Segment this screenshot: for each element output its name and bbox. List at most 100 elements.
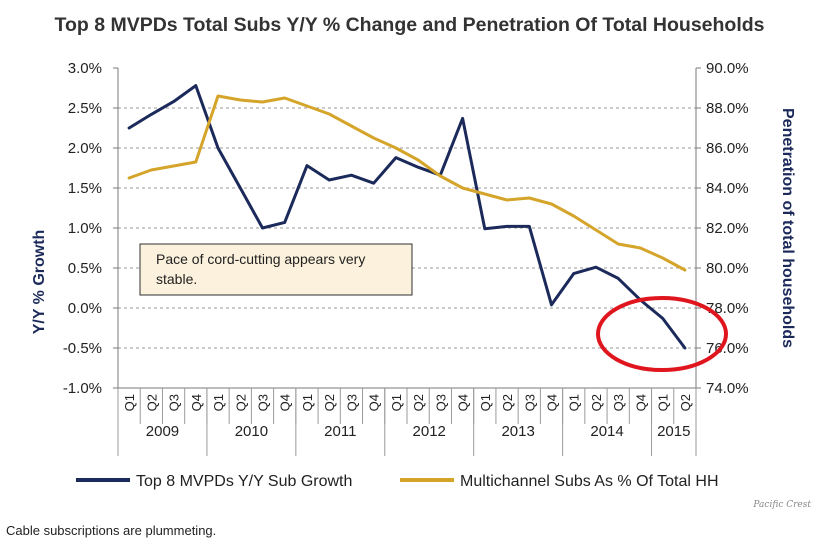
data-point-penetration xyxy=(328,112,331,116)
quarter-tick-label: Q3 xyxy=(256,394,271,411)
data-point-subs-growth xyxy=(572,272,575,275)
data-point-subs-growth xyxy=(372,182,375,185)
data-point-subs-growth xyxy=(394,156,398,159)
data-point-penetration xyxy=(283,96,286,100)
data-point-penetration xyxy=(639,246,642,250)
series xyxy=(127,84,687,350)
quarter-tick-label: Q4 xyxy=(456,394,471,411)
highlight-circle xyxy=(596,296,728,372)
data-point-subs-growth xyxy=(505,225,509,228)
data-point-subs-growth xyxy=(216,146,220,150)
right-tick-label: 80.0% xyxy=(706,260,749,277)
legend-label-subs-growth: Top 8 MVPDs Y/Y Sub Growth xyxy=(136,473,352,490)
data-point-penetration xyxy=(261,100,264,104)
quarter-tick-label: Q4 xyxy=(545,394,560,411)
left-tick-label: -0.5% xyxy=(63,340,102,357)
year-label: 2012 xyxy=(413,423,446,440)
caption: Cable subscriptions are plummeting. xyxy=(6,523,217,538)
quarter-tick-label: Q4 xyxy=(633,394,648,411)
data-point-subs-growth xyxy=(283,221,286,224)
data-point-penetration xyxy=(617,242,620,246)
data-point-penetration xyxy=(572,214,575,218)
quarter-tick-label: Q1 xyxy=(389,394,404,411)
y-axis-label-left: Y/Y % Growth xyxy=(31,230,48,335)
data-point-penetration xyxy=(483,192,486,196)
data-point-subs-growth xyxy=(194,84,197,87)
data-point-penetration xyxy=(416,158,420,162)
left-tick-label: 1.0% xyxy=(68,220,102,237)
data-point-penetration xyxy=(683,268,687,272)
quarter-tick-label: Q1 xyxy=(567,394,582,411)
data-point-subs-growth xyxy=(150,113,153,116)
quarter-tick-label: Q1 xyxy=(211,394,226,411)
quarter-tick-label: Q1 xyxy=(122,394,137,411)
left-tick-label: 0.0% xyxy=(68,300,102,317)
quarter-tick-label: Q2 xyxy=(233,394,248,411)
data-point-subs-growth xyxy=(617,277,620,280)
source-note: Pacific Crest xyxy=(753,500,811,510)
quarter-tick-label: Q2 xyxy=(322,394,337,411)
legend-label-penetration: Multichannel Subs As % Of Total HH xyxy=(460,473,719,490)
data-point-penetration xyxy=(394,146,398,150)
data-point-penetration xyxy=(461,186,464,190)
data-point-penetration xyxy=(550,202,553,206)
series-line-penetration xyxy=(127,94,687,272)
data-point-penetration xyxy=(194,160,197,164)
data-point-subs-growth xyxy=(594,266,598,269)
year-label: 2014 xyxy=(590,423,623,440)
data-point-subs-growth xyxy=(483,227,486,230)
left-tick-label: 2.0% xyxy=(68,140,102,157)
year-label: 2009 xyxy=(146,423,179,440)
data-point-subs-growth xyxy=(261,226,264,230)
right-tick-label: 74.0% xyxy=(706,380,749,397)
data-point-penetration xyxy=(439,174,442,178)
data-point-subs-growth xyxy=(172,100,175,103)
right-tick-label: 88.0% xyxy=(706,100,749,117)
data-point-subs-growth xyxy=(127,126,131,130)
chart-title: Top 8 MVPDs Total Subs Y/Y % Change and … xyxy=(54,14,765,36)
data-point-penetration xyxy=(372,136,375,140)
data-point-subs-growth xyxy=(239,186,242,190)
left-tick-label: -1.0% xyxy=(63,380,102,397)
data-point-subs-growth xyxy=(661,317,664,320)
quarter-tick-label: Q4 xyxy=(367,394,382,411)
right-tick-label: 86.0% xyxy=(706,140,749,157)
right-tick-label: 84.0% xyxy=(706,180,749,197)
quarter-tick-label: Q2 xyxy=(500,394,515,411)
quarter-tick-label: Q2 xyxy=(411,394,426,411)
right-tick-label: 82.0% xyxy=(706,220,749,237)
year-label: 2015 xyxy=(657,423,690,440)
series-line-subs-growth xyxy=(127,84,687,350)
quarter-tick-label: Q2 xyxy=(589,394,604,411)
year-label: 2013 xyxy=(501,423,534,440)
right-tick-label: 90.0% xyxy=(706,60,749,77)
annotation-text-line-2: stable. xyxy=(156,271,197,287)
data-point-subs-growth xyxy=(461,117,464,120)
data-point-penetration xyxy=(239,98,242,102)
data-point-penetration xyxy=(305,104,309,108)
data-point-penetration xyxy=(528,196,531,200)
quarter-tick-label: Q3 xyxy=(611,394,626,411)
data-point-subs-growth xyxy=(683,346,687,350)
data-point-penetration xyxy=(150,168,153,172)
data-point-subs-growth xyxy=(305,164,309,167)
data-point-penetration xyxy=(172,164,175,168)
quarter-tick-label: Q1 xyxy=(656,394,671,411)
data-point-penetration xyxy=(350,124,353,128)
year-label: 2011 xyxy=(324,423,356,440)
quarter-tick-label: Q3 xyxy=(167,394,182,411)
annotation-text-line-1: Pace of cord-cutting appears very xyxy=(156,251,365,267)
data-point-subs-growth xyxy=(550,303,553,306)
data-point-subs-growth xyxy=(416,166,420,169)
quarter-tick-label: Q4 xyxy=(189,394,204,411)
left-axis-ticks: 3.0% 2.5% 2.0% 1.5% 1.0% 0.5% 0.0% -0.5% -1.0% xyxy=(63,60,118,397)
data-point-penetration xyxy=(216,94,220,98)
left-tick-label: 3.0% xyxy=(68,60,102,77)
year-label: 2010 xyxy=(235,423,268,440)
annotation-callout: Pace of cord-cutting appears very stable… xyxy=(139,243,413,296)
right-tick-label: 78.0% xyxy=(706,300,749,317)
data-point-penetration xyxy=(661,256,664,260)
y-axis-label-right: Penetration of total households xyxy=(779,108,796,348)
quarter-tick-label: Q3 xyxy=(522,394,537,411)
